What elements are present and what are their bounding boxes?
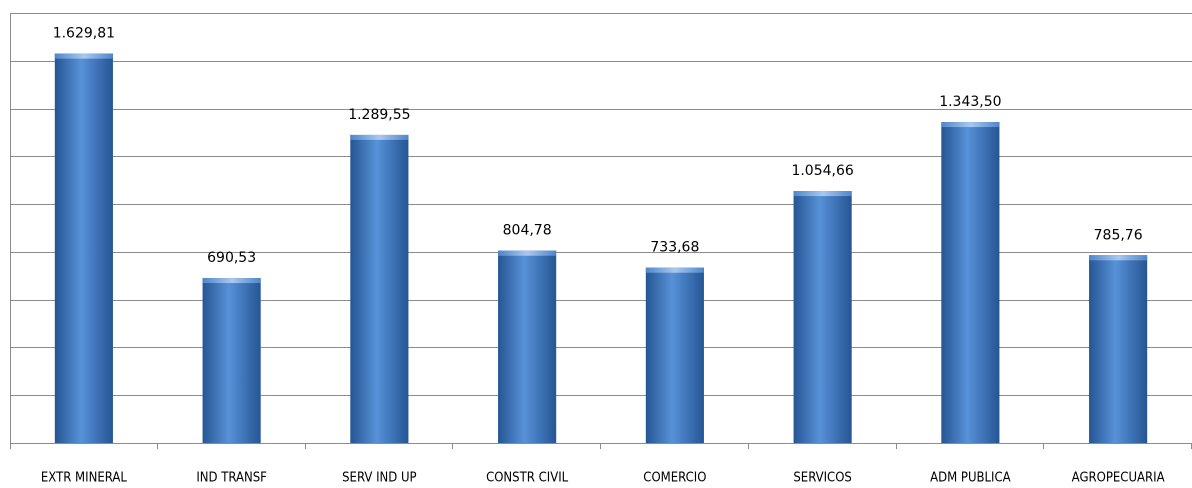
data-label: 1.054,66 bbox=[791, 163, 853, 179]
bar-cap bbox=[941, 122, 1000, 128]
bar-shade bbox=[54, 53, 113, 444]
bar-shade bbox=[1089, 255, 1148, 443]
data-label: 1.629,81 bbox=[53, 26, 115, 42]
x-tick-label: AGROPECUARIA bbox=[1072, 471, 1165, 486]
x-tick-label: IND TRANSF bbox=[196, 471, 267, 486]
bar-shade bbox=[498, 250, 557, 443]
bar-cap bbox=[645, 267, 704, 273]
x-tick-label: EXTR MINERAL bbox=[41, 471, 127, 486]
bar-shade bbox=[202, 278, 261, 443]
data-label: 690,53 bbox=[207, 250, 256, 266]
bar-cap bbox=[498, 250, 557, 256]
bar-cap bbox=[202, 278, 261, 284]
bar-cap bbox=[350, 134, 409, 140]
data-label: 785,76 bbox=[1094, 227, 1143, 243]
bar-shade bbox=[941, 122, 1000, 443]
data-label: 804,78 bbox=[503, 223, 552, 239]
x-tick-label: COMERCIO bbox=[643, 471, 706, 486]
data-label: 1.289,55 bbox=[348, 107, 410, 123]
bar-cap bbox=[793, 191, 852, 197]
bar-shade bbox=[350, 134, 409, 443]
x-tick-label: SERVICOS bbox=[793, 471, 851, 486]
data-label: 1.343,50 bbox=[939, 94, 1001, 110]
bar-shade bbox=[793, 191, 852, 443]
bar-cap bbox=[1089, 255, 1148, 261]
bar-cap bbox=[54, 53, 113, 59]
x-tick-label: SERV IND UP bbox=[342, 471, 416, 486]
data-label: 733,68 bbox=[650, 240, 699, 256]
bar-shade bbox=[645, 267, 704, 443]
x-tick-label: ADM PUBLICA bbox=[930, 471, 1011, 486]
x-tick-label: CONSTR CIVIL bbox=[486, 471, 569, 486]
